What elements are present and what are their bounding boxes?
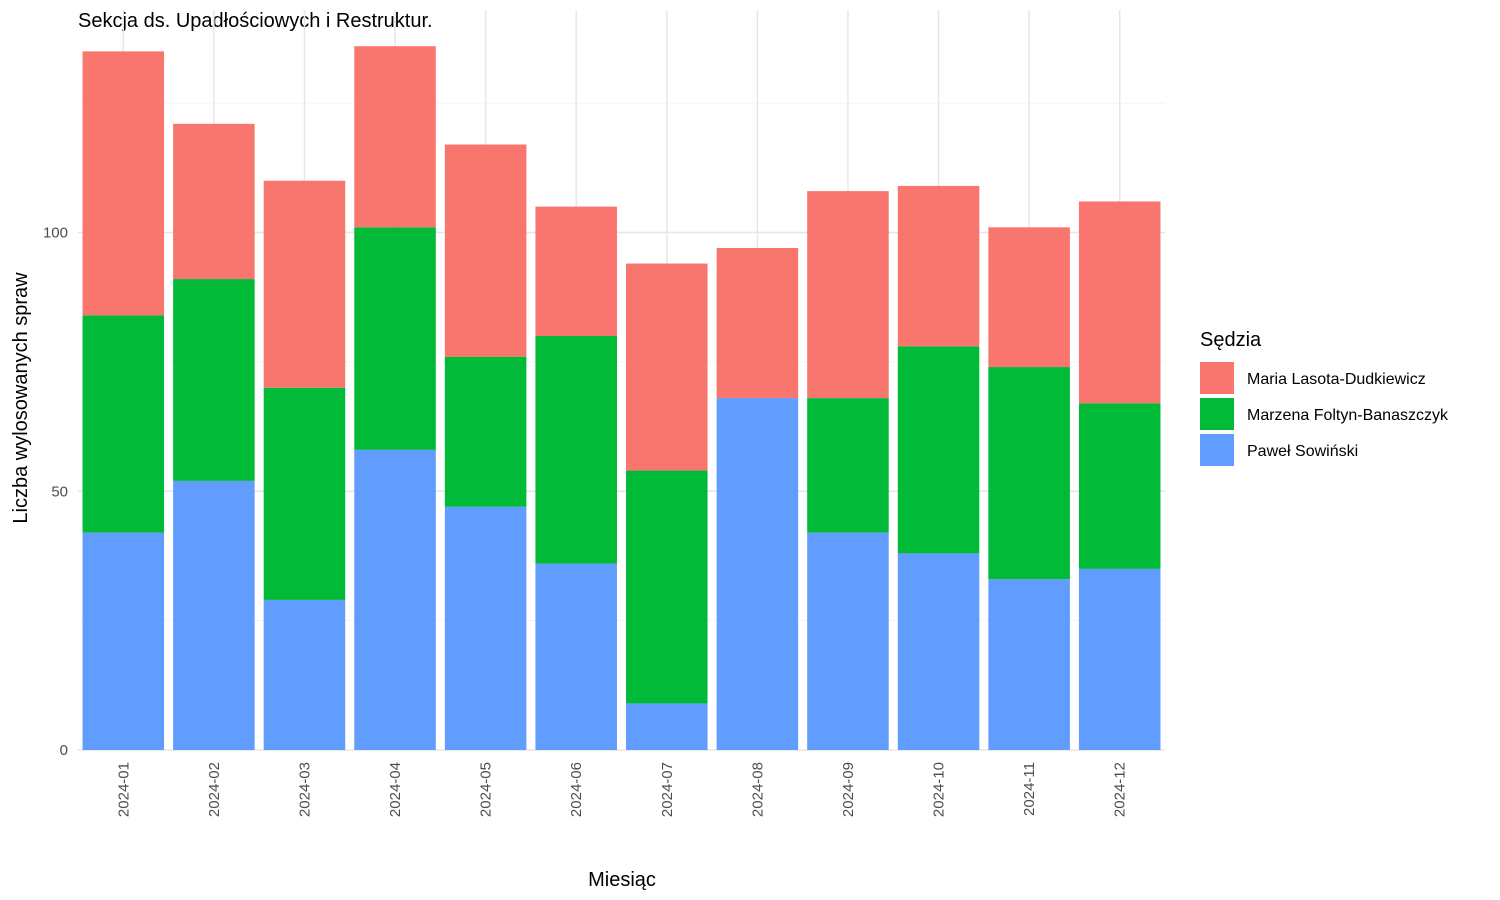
bar-segment: [535, 336, 617, 564]
bar-segment: [354, 449, 436, 750]
bar-segment: [354, 46, 436, 228]
bar-segment: [173, 279, 255, 481]
bar-segment: [82, 315, 165, 533]
bar-segment: [626, 263, 708, 471]
legend: Sędzia Maria Lasota-Dudkiewicz Marzena Fo…: [1200, 329, 1449, 466]
bar-segment: [263, 180, 346, 388]
x-tick-label: 2024-09: [840, 762, 857, 817]
bar-segment: [444, 356, 527, 507]
bar-segment: [82, 51, 165, 316]
x-tick-label: 2024-01: [115, 762, 132, 817]
legend-swatch: [1200, 362, 1234, 394]
legend-label: Paweł Sowiński: [1247, 443, 1358, 460]
bar-segment: [535, 206, 617, 336]
y-tick-label: 0: [60, 742, 68, 759]
bar-segment: [988, 367, 1070, 580]
bar-segment: [897, 346, 980, 554]
x-tick-label: 2024-02: [206, 762, 223, 817]
bar-segment: [354, 227, 436, 450]
x-tick-label: 2024-03: [296, 762, 313, 817]
bar-segment: [988, 579, 1070, 750]
bar-segment: [626, 703, 708, 750]
bar-segment: [716, 398, 799, 750]
legend-items: Maria Lasota-Dudkiewicz Marzena Foltyn-Ba…: [1200, 362, 1449, 466]
bar-segment: [173, 480, 255, 750]
x-tick-label: 2024-06: [568, 762, 585, 817]
bar-segment: [263, 599, 346, 750]
bar-segment: [173, 123, 255, 280]
bars: [82, 46, 1161, 750]
bar-segment: [807, 191, 889, 399]
bar-segment: [263, 387, 346, 600]
legend-title: Sędzia: [1200, 329, 1262, 351]
legend-swatch: [1200, 398, 1234, 430]
bar-segment: [535, 563, 617, 750]
y-axis-title: Liczba wylosowanych spraw: [10, 272, 32, 524]
x-tick-label: 2024-07: [659, 762, 676, 817]
bar-segment: [897, 553, 980, 750]
x-tick-label: 2024-05: [478, 762, 495, 817]
bar-segment: [1078, 403, 1161, 569]
bar-segment: [444, 144, 527, 357]
bar-segment: [82, 532, 165, 750]
bar-segment: [807, 398, 889, 533]
y-tick-label: 50: [51, 483, 68, 500]
bar-segment: [1078, 568, 1161, 750]
legend-swatch: [1200, 434, 1234, 466]
x-tick-label: 2024-11: [1021, 762, 1038, 816]
y-axis-ticks: 0 50 100: [43, 225, 68, 760]
x-tick-label: 2024-10: [931, 762, 948, 817]
bar-segment: [807, 532, 889, 750]
x-tick-label: 2024-08: [749, 762, 766, 817]
legend-label: Marzena Foltyn-Banaszczyk: [1247, 407, 1449, 424]
x-axis-title: Miesiąc: [588, 869, 656, 891]
bar-segment: [988, 227, 1070, 368]
bar-segment: [897, 185, 980, 347]
x-axis-ticks: 2024-01 2024-02 2024-03 2024-04 2024-05 2024-…: [115, 762, 1128, 817]
legend-label: Maria Lasota-Dudkiewicz: [1247, 371, 1426, 388]
x-tick-label: 2024-04: [387, 762, 404, 817]
bar-segment: [444, 506, 527, 750]
bar-segment: [626, 470, 708, 704]
x-tick-label: 2024-12: [1112, 762, 1129, 817]
bar-segment: [1078, 201, 1161, 404]
bar-segment: [716, 248, 799, 399]
chart-title: Sekcja ds. Upadłościowych i Restruktur.: [78, 10, 433, 32]
y-tick-label: 100: [43, 225, 68, 242]
